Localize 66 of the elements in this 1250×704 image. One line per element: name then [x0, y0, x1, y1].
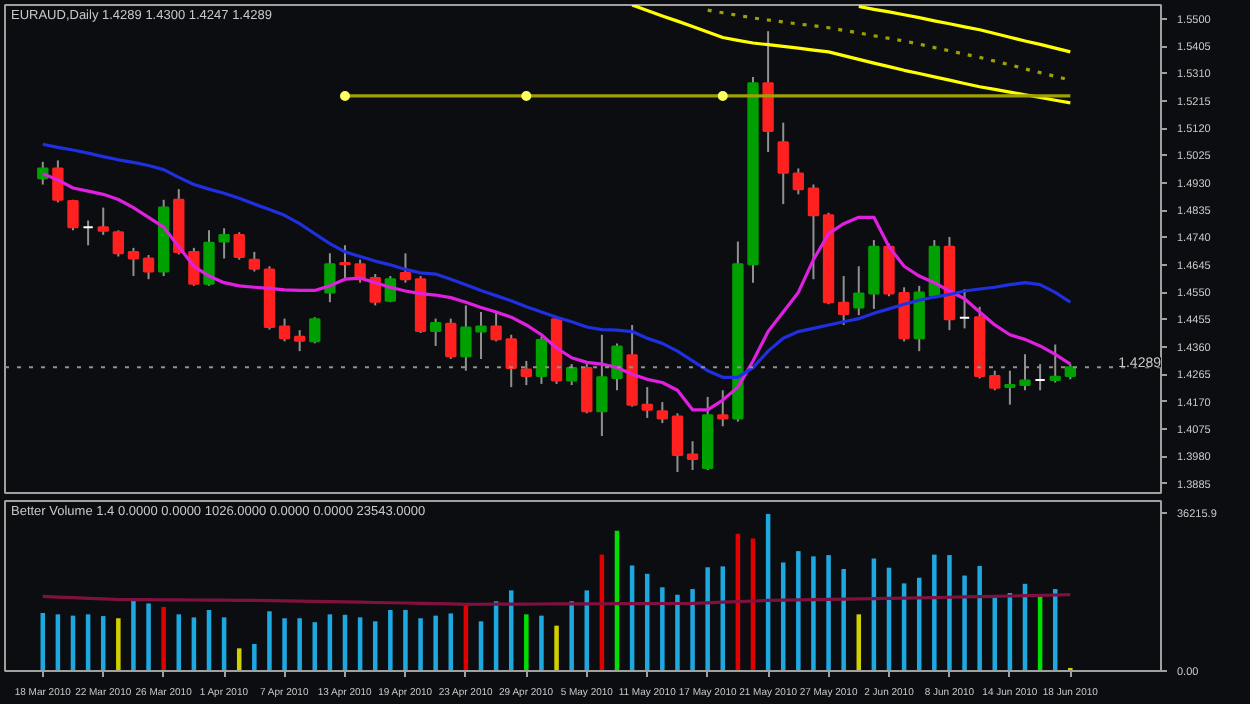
bar	[554, 625, 559, 671]
candlestick	[97, 206, 109, 236]
bar	[539, 615, 544, 671]
candlestick	[52, 159, 64, 204]
bar	[524, 614, 529, 671]
bar	[841, 569, 846, 671]
bar	[811, 556, 816, 671]
candlestick	[913, 284, 925, 353]
candlestick	[686, 440, 699, 471]
line-series	[630, 5, 1072, 105]
bar	[660, 587, 665, 671]
bar	[675, 594, 680, 671]
bar	[252, 643, 257, 671]
candlestick	[67, 198, 79, 232]
candlestick	[233, 231, 245, 261]
candlestick	[777, 121, 789, 206]
bar	[932, 554, 937, 671]
line-series	[857, 5, 1072, 54]
candlestick	[656, 401, 669, 425]
bar	[116, 618, 121, 671]
bar	[690, 589, 695, 671]
line-series	[41, 142, 1072, 379]
candlestick	[717, 389, 729, 428]
bar	[947, 555, 952, 671]
bar	[297, 618, 302, 671]
candlestick	[112, 229, 125, 258]
candlestick	[429, 317, 442, 347]
candlestick	[218, 227, 230, 260]
bar	[705, 567, 710, 671]
candlestick	[958, 288, 971, 330]
bar	[161, 606, 166, 671]
bar	[796, 551, 801, 671]
bar	[433, 615, 438, 671]
bar	[146, 603, 151, 671]
candlestick	[868, 239, 880, 310]
candlestick	[339, 244, 351, 281]
candlestick	[278, 317, 291, 343]
candlestick	[762, 30, 774, 154]
candlestick	[82, 219, 94, 247]
bar	[282, 618, 287, 671]
candlestick	[399, 252, 412, 284]
candlestick	[853, 265, 865, 317]
bar	[403, 609, 408, 671]
candlestick	[792, 167, 805, 196]
candlestick	[142, 254, 155, 281]
candlestick	[445, 317, 457, 360]
candlestick	[293, 329, 306, 353]
candlestick	[309, 316, 321, 345]
candlestick	[248, 250, 261, 273]
candlestick	[490, 311, 502, 343]
bar	[267, 611, 272, 671]
candlestick	[1004, 369, 1016, 406]
candlestick	[837, 275, 850, 326]
bar	[418, 618, 423, 671]
candlestick	[641, 386, 653, 419]
bar	[977, 565, 982, 671]
bar	[826, 555, 831, 671]
candlestick	[807, 183, 820, 281]
bar	[962, 575, 967, 671]
bar	[131, 599, 136, 671]
candlestick	[989, 369, 1001, 392]
bar	[388, 609, 393, 671]
candlestick	[127, 246, 140, 278]
bar	[569, 601, 574, 671]
candlestick	[203, 229, 215, 287]
candlestick	[671, 412, 684, 473]
